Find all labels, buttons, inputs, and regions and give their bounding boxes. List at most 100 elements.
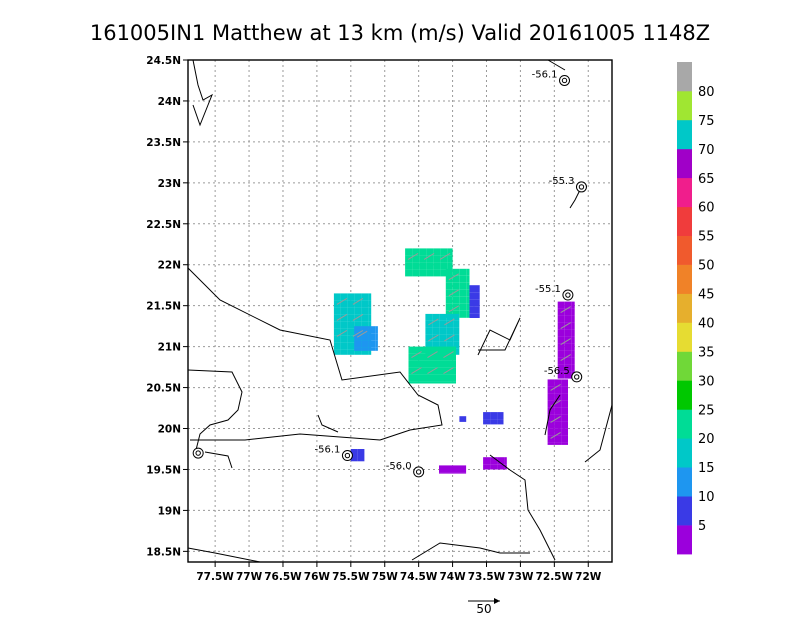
- wind-cell: [415, 367, 423, 375]
- wind-cell: [368, 314, 372, 322]
- wind-cell: [347, 321, 355, 329]
- wind-cell: [415, 346, 423, 354]
- storm-center-marker: [413, 466, 425, 478]
- wind-cell: [354, 326, 362, 334]
- colorbar-label: 15: [698, 461, 715, 476]
- wind-cell: [408, 374, 416, 382]
- wind-cell: [561, 379, 568, 387]
- wind-cell: [564, 357, 572, 365]
- wind-cell: [557, 371, 565, 379]
- wind-cell: [425, 313, 433, 321]
- wind-cell: [557, 343, 565, 351]
- wind-cell: [564, 308, 572, 316]
- wind-cell: [547, 442, 555, 445]
- wind-cell: [557, 336, 565, 344]
- wind-cell: [354, 314, 362, 322]
- wind-cell: [469, 306, 477, 314]
- colorbar-label: 75: [698, 114, 715, 129]
- wind-vector: [550, 383, 561, 391]
- wind-cell: [554, 428, 562, 436]
- wind-cell: [440, 255, 448, 263]
- y-tick-label: 19N: [158, 505, 181, 517]
- wind-cell: [466, 303, 470, 311]
- wind-cell: [425, 341, 433, 349]
- y-tick-label: 20.5N: [146, 383, 181, 395]
- wind-cell: [483, 464, 491, 470]
- wind-cell: [361, 349, 369, 355]
- wind-cell: [497, 464, 505, 470]
- wind-cell: [446, 313, 454, 321]
- wind-vector: [448, 289, 460, 297]
- wind-cell: [333, 349, 341, 355]
- colorbar-label: 50: [698, 259, 715, 274]
- colorbar-swatch: [677, 177, 692, 208]
- y-tick-label: 24N: [158, 96, 181, 108]
- storm-center-marker: [344, 452, 351, 459]
- wind-cell: [450, 381, 456, 384]
- wind-vector: [448, 305, 460, 313]
- wind-vector: [407, 252, 419, 260]
- wind-cell: [571, 336, 575, 344]
- wind-cell: [483, 419, 491, 425]
- wind-cell: [368, 326, 376, 334]
- wind-vectors: [336, 252, 571, 439]
- wind-cell: [564, 329, 572, 337]
- wind-vector: [560, 322, 571, 330]
- wind-cell: [564, 301, 572, 309]
- wind-vector: [411, 351, 422, 359]
- wind-cell: [460, 472, 467, 474]
- plot-frame: [187, 59, 613, 563]
- wind-cell: [476, 285, 480, 293]
- wind-cell: [561, 435, 568, 443]
- wind-cell: [571, 301, 575, 309]
- map-grid: [188, 60, 612, 562]
- coastlines: [187, 59, 613, 563]
- wind-cell: [490, 419, 498, 425]
- wind-cell: [443, 346, 451, 354]
- wind-cell: [340, 300, 348, 308]
- wind-cell: [333, 307, 341, 315]
- wind-cell: [476, 299, 480, 307]
- wind-cell: [466, 275, 470, 283]
- wind-cell: [433, 255, 441, 263]
- wind-cell: [490, 457, 498, 465]
- wind-cell: [554, 393, 562, 401]
- colorbar-label: 60: [698, 201, 715, 216]
- wind-cell: [564, 371, 572, 379]
- temperature-label: -56.1: [532, 69, 558, 80]
- wind-cell: [375, 333, 378, 341]
- wind-cell: [483, 412, 491, 420]
- wind-cell: [554, 421, 562, 429]
- wind-cell: [425, 334, 433, 342]
- wind-cell: [557, 357, 565, 365]
- wind-cell: [450, 360, 456, 368]
- wind-cell: [354, 300, 362, 308]
- colorbar-swatch: [677, 264, 692, 294]
- storm-center-marker: [571, 371, 583, 383]
- wind-cell: [340, 293, 348, 301]
- wind-cell: [483, 457, 491, 465]
- wind-cell: [415, 381, 423, 384]
- colorbar-swatch: [677, 467, 692, 497]
- wind-cell: [459, 289, 467, 297]
- y-tick-label: 22N: [158, 260, 181, 272]
- storm-center-marker: [575, 181, 587, 193]
- wind-cell: [557, 364, 565, 372]
- wind-cell: [412, 269, 420, 277]
- colorbar-label: 70: [698, 143, 715, 158]
- wind-vector: [411, 367, 422, 375]
- wind-cell: [476, 306, 480, 314]
- wind-cell: [354, 340, 362, 348]
- wind-cell: [571, 329, 575, 337]
- wind-cell: [436, 353, 444, 361]
- wind-cell: [361, 326, 369, 334]
- wind-vector: [560, 306, 571, 314]
- wind-cell: [426, 255, 434, 263]
- wind-cell: [554, 379, 562, 387]
- wind-cell: [547, 379, 555, 387]
- wind-cell: [466, 268, 470, 276]
- wind-cell: [446, 341, 454, 349]
- wind-cell: [333, 328, 341, 336]
- wind-cell: [419, 255, 427, 263]
